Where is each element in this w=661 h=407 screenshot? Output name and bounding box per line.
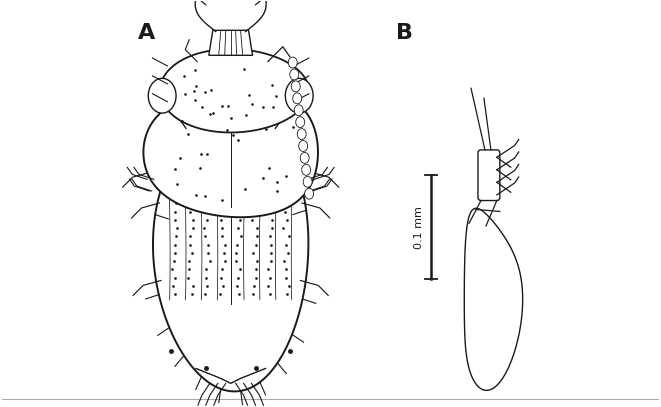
Ellipse shape: [286, 79, 313, 113]
Ellipse shape: [301, 164, 311, 175]
Ellipse shape: [295, 117, 305, 128]
Ellipse shape: [297, 129, 306, 140]
Ellipse shape: [300, 153, 309, 163]
Polygon shape: [209, 30, 253, 55]
Ellipse shape: [305, 188, 313, 199]
Ellipse shape: [288, 57, 297, 68]
Ellipse shape: [299, 140, 307, 151]
Polygon shape: [464, 208, 523, 390]
Ellipse shape: [292, 81, 300, 92]
Ellipse shape: [303, 176, 312, 187]
Ellipse shape: [148, 79, 176, 113]
Polygon shape: [160, 49, 309, 133]
Text: 0.1 mm: 0.1 mm: [414, 206, 424, 249]
Polygon shape: [143, 88, 318, 217]
Ellipse shape: [293, 93, 301, 104]
Text: A: A: [137, 23, 155, 43]
FancyBboxPatch shape: [478, 150, 500, 201]
Polygon shape: [153, 118, 309, 392]
Ellipse shape: [294, 105, 303, 116]
Ellipse shape: [290, 69, 299, 80]
Text: B: B: [396, 23, 413, 43]
